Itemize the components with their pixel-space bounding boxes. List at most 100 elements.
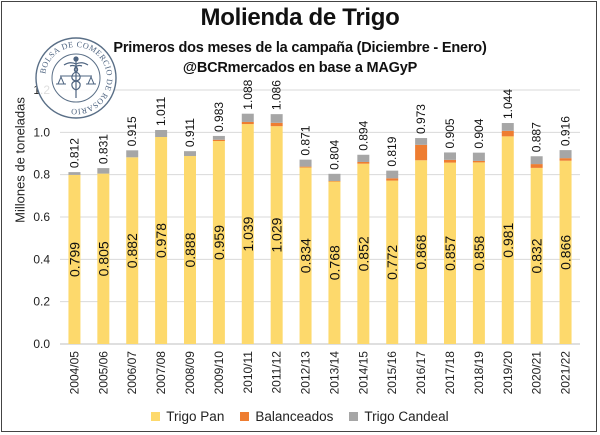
bcr-logo-emblem: BOLSA DE COMERCIO DE ROSARIO bbox=[35, 37, 117, 119]
bar-value-label: 0.981 bbox=[500, 222, 516, 257]
bar-value-label: 0.832 bbox=[529, 238, 545, 273]
bar-segment-trigo-candeal bbox=[184, 151, 196, 157]
bar-segment-balanceados bbox=[415, 144, 428, 161]
bar-total-label: 0.916 bbox=[559, 116, 573, 146]
legend-label-trigo-pan: Trigo Pan bbox=[166, 409, 225, 424]
bar-total-label: 0.804 bbox=[327, 139, 341, 169]
bar-segment-trigo-pan bbox=[126, 157, 139, 344]
legend-item-trigo-pan: Trigo Pan bbox=[151, 409, 224, 424]
bar-total-label: 0.905 bbox=[443, 118, 457, 148]
bar-segment-trigo-candeal bbox=[472, 152, 485, 161]
bar-value-label: 0.852 bbox=[355, 236, 371, 271]
bar-total-label: 0.894 bbox=[356, 120, 370, 150]
bar-segment-balanceados bbox=[212, 139, 225, 142]
x-tick-label: 2008/09 bbox=[183, 351, 197, 395]
x-tick-label: 2011/12 bbox=[270, 351, 284, 394]
bar-segment-balanceados bbox=[270, 122, 283, 127]
bar-segment-trigo-candeal bbox=[386, 170, 399, 179]
x-tick-label: 2005/06 bbox=[96, 351, 110, 395]
y-tick-label: 0.2 bbox=[33, 295, 50, 309]
bar-total-label: 0.983 bbox=[212, 102, 226, 132]
y-axis-title: Millones de toneladas bbox=[12, 97, 28, 223]
bar-segment-trigo-pan bbox=[97, 173, 110, 344]
bar-segment-trigo-pan bbox=[530, 167, 543, 344]
bar-segment-trigo-pan bbox=[559, 160, 572, 344]
x-tick-label: 2013/14 bbox=[327, 351, 341, 395]
bar-total-label: 0.887 bbox=[530, 122, 544, 152]
bar-segment-balanceados bbox=[357, 161, 370, 164]
bar-segment-balanceados bbox=[530, 164, 543, 168]
caduceus-icon bbox=[63, 56, 89, 98]
bar-total-label: 0.812 bbox=[67, 138, 81, 168]
bar-value-label: 0.959 bbox=[211, 225, 227, 260]
bar-segment-balanceados bbox=[559, 158, 572, 161]
bar-total-label: 1.088 bbox=[241, 79, 255, 109]
x-tick-label: 2014/15 bbox=[356, 351, 370, 395]
x-tick-label: 2021/22 bbox=[559, 351, 573, 395]
bar-segment-trigo-pan bbox=[155, 136, 168, 344]
legend-swatch-trigo-candeal bbox=[349, 412, 359, 421]
bar-segment-trigo-pan bbox=[444, 162, 456, 344]
bar-segment-trigo-pan bbox=[270, 126, 283, 344]
bar-total-label: 0.911 bbox=[183, 118, 197, 147]
bar-segment-trigo-candeal bbox=[97, 168, 110, 174]
bar-value-label: 0.882 bbox=[124, 233, 140, 268]
bar-value-label: 1.029 bbox=[269, 217, 285, 252]
chart-subtitle: Primeros dos meses de la campaña (Diciem… bbox=[113, 40, 487, 56]
bar-segment-balanceados bbox=[444, 159, 456, 163]
bar-segment-balanceados bbox=[241, 121, 254, 125]
scales-icon bbox=[56, 75, 96, 85]
bar-segment-trigo-pan bbox=[501, 136, 514, 344]
bar-segment-trigo-candeal bbox=[559, 150, 572, 159]
bar-segment-trigo-candeal bbox=[415, 138, 428, 145]
legend-item-trigo-candeal: Trigo Candeal bbox=[349, 409, 449, 424]
legend-label-balanceados: Balanceados bbox=[255, 409, 334, 424]
bar-value-label: 0.978 bbox=[153, 223, 169, 258]
bar-value-label: 0.768 bbox=[326, 245, 342, 280]
bar-total-label: 1.086 bbox=[270, 80, 284, 110]
x-tick-label: 2019/20 bbox=[501, 351, 515, 395]
bar-segment-trigo-candeal bbox=[299, 159, 312, 167]
x-tick-label: 2016/17 bbox=[414, 351, 428, 395]
bar-total-label: 0.871 bbox=[299, 125, 313, 155]
bar-segment-balanceados bbox=[386, 178, 399, 181]
bar-segment-balanceados bbox=[328, 181, 341, 182]
x-tick-label: 2018/19 bbox=[472, 351, 486, 395]
bar-segment-trigo-candeal bbox=[241, 113, 254, 122]
y-tick-label: 0.0 bbox=[33, 337, 50, 351]
bar-value-label: 0.866 bbox=[558, 235, 574, 270]
bar-segment-trigo-pan bbox=[386, 180, 399, 344]
bar-segment-trigo-pan bbox=[328, 181, 341, 344]
legend-swatch-trigo-pan bbox=[151, 412, 161, 421]
y-tick-label: 0.8 bbox=[33, 168, 50, 182]
x-tick-label: 2009/10 bbox=[212, 351, 226, 395]
chart-legend: Trigo Pan Balanceados Trigo Candeal bbox=[0, 409, 600, 424]
bar-total-label: 0.915 bbox=[125, 116, 139, 146]
bar-segment-trigo-candeal bbox=[501, 123, 514, 131]
bar-value-label: 1.039 bbox=[240, 216, 256, 251]
bar-segment-trigo-pan bbox=[212, 141, 225, 344]
bar-segment-trigo-pan bbox=[68, 174, 81, 344]
x-tick-label: 2007/08 bbox=[154, 351, 168, 395]
bar-total-label: 0.904 bbox=[472, 118, 486, 148]
bar-segment-trigo-candeal bbox=[444, 152, 456, 160]
x-tick-label: 2006/07 bbox=[125, 351, 139, 395]
bar-segment-trigo-candeal bbox=[68, 172, 81, 175]
bar-segment-trigo-candeal bbox=[357, 154, 370, 162]
bar-total-label: 0.819 bbox=[385, 136, 399, 166]
bar-segment-balanceados bbox=[501, 130, 514, 137]
chart-source: @BCRmercados en base a MAGyP bbox=[182, 60, 418, 76]
legend-item-balanceados: Balanceados bbox=[240, 409, 333, 424]
bar-value-label: 0.772 bbox=[384, 245, 400, 280]
bar-total-label: 1.011 bbox=[154, 97, 168, 126]
bar-total-label: 0.831 bbox=[96, 134, 110, 164]
bar-segment-trigo-candeal bbox=[530, 156, 543, 165]
bar-value-label: 0.857 bbox=[442, 236, 458, 271]
bar-segment-trigo-candeal bbox=[126, 150, 139, 158]
bar-total-label: 0.973 bbox=[414, 104, 428, 134]
bar-segment-balanceados bbox=[472, 160, 485, 163]
bar-segment-trigo-pan bbox=[184, 156, 196, 344]
bar-value-label: 0.888 bbox=[182, 232, 198, 267]
bar-segment-trigo-candeal bbox=[212, 135, 225, 140]
